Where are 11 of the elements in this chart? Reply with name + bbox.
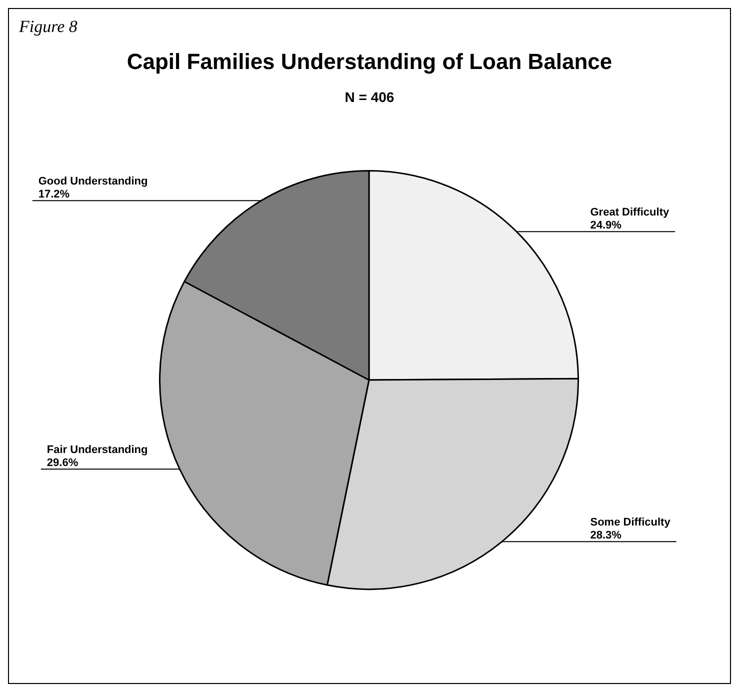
slice-label: Good Understanding xyxy=(38,176,148,188)
data-label: 24.9% xyxy=(590,220,622,232)
slice-label: Some Difficulty xyxy=(590,516,672,529)
data-label: 17.2% xyxy=(38,188,70,201)
chart-title: Capil Families Understanding of Loan Balance xyxy=(126,49,614,75)
caption: Figure 8 xyxy=(18,16,78,37)
data-label: 28.3% xyxy=(590,530,622,542)
slice-label: Fair Understanding xyxy=(46,444,148,456)
data-label: 29.6% xyxy=(46,457,78,470)
slice-label: Great Difficulty xyxy=(590,206,670,219)
chart-subtitle: N = 406 xyxy=(344,89,396,105)
